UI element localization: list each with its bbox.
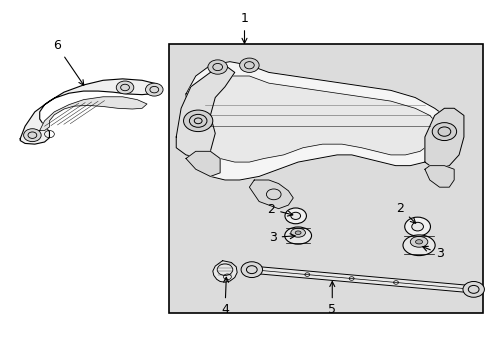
Polygon shape xyxy=(212,261,237,282)
Ellipse shape xyxy=(295,231,301,234)
Polygon shape xyxy=(249,180,293,209)
Polygon shape xyxy=(185,151,220,176)
Polygon shape xyxy=(251,266,473,293)
Circle shape xyxy=(116,81,134,94)
Bar xyxy=(168,44,483,313)
Polygon shape xyxy=(20,79,161,144)
Polygon shape xyxy=(205,76,439,162)
Ellipse shape xyxy=(402,235,434,256)
Circle shape xyxy=(404,217,429,236)
Text: 2: 2 xyxy=(267,203,292,216)
Circle shape xyxy=(239,58,259,72)
Polygon shape xyxy=(40,97,147,131)
Circle shape xyxy=(183,110,212,132)
Circle shape xyxy=(145,83,163,96)
Text: 5: 5 xyxy=(327,282,336,316)
Polygon shape xyxy=(424,108,463,169)
Ellipse shape xyxy=(415,240,422,244)
Ellipse shape xyxy=(409,237,427,247)
Circle shape xyxy=(290,212,300,220)
Circle shape xyxy=(207,60,227,74)
Text: 6: 6 xyxy=(53,39,83,85)
Circle shape xyxy=(411,222,423,231)
Text: 2: 2 xyxy=(396,202,415,223)
Text: 4: 4 xyxy=(221,277,228,316)
Text: 3: 3 xyxy=(422,246,443,260)
Circle shape xyxy=(285,208,306,224)
Polygon shape xyxy=(176,65,234,158)
Polygon shape xyxy=(424,166,453,187)
Circle shape xyxy=(431,123,456,140)
Polygon shape xyxy=(181,62,453,180)
Circle shape xyxy=(241,262,262,278)
Ellipse shape xyxy=(284,227,311,244)
Circle shape xyxy=(462,282,484,297)
Text: 3: 3 xyxy=(268,231,294,244)
Circle shape xyxy=(23,129,41,141)
Text: 1: 1 xyxy=(240,12,248,43)
Ellipse shape xyxy=(290,228,305,237)
